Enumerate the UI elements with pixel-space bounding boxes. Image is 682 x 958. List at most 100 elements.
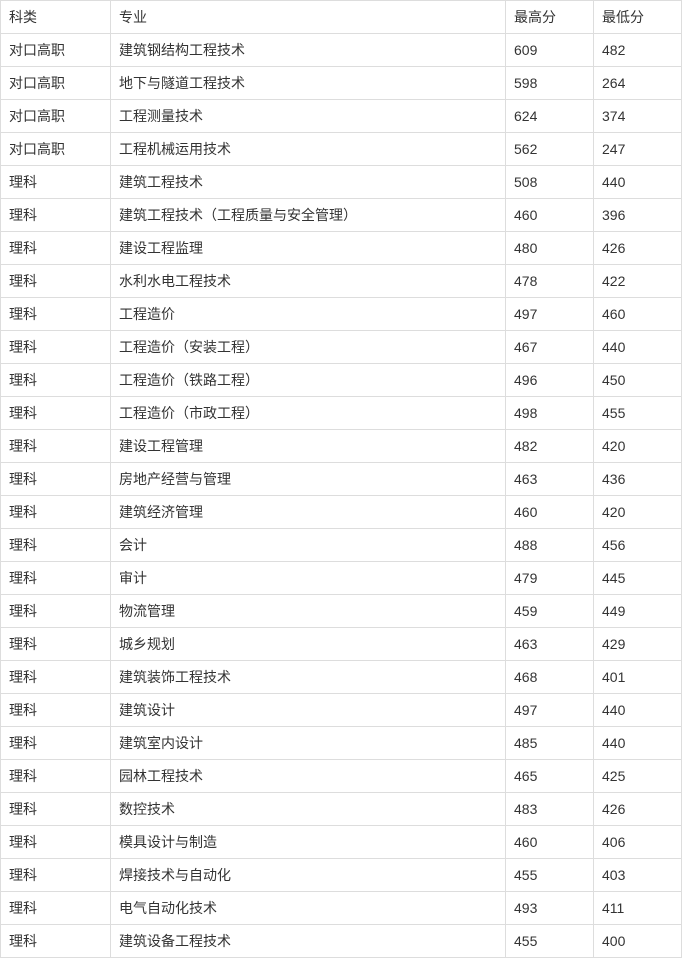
table-row: 理科建筑设计497440 [1, 694, 682, 727]
table-row: 对口高职工程测量技术624374 [1, 100, 682, 133]
table-cell: 463 [506, 628, 594, 661]
table-cell: 建筑工程技术 [111, 166, 506, 199]
table-row: 理科建筑室内设计485440 [1, 727, 682, 760]
table-cell: 483 [506, 793, 594, 826]
table-cell: 模具设计与制造 [111, 826, 506, 859]
table-cell: 440 [594, 331, 682, 364]
table-row: 对口高职建筑钢结构工程技术609482 [1, 34, 682, 67]
table-cell: 498 [506, 397, 594, 430]
table-row: 理科焊接技术与自动化455403 [1, 859, 682, 892]
table-cell: 理科 [1, 430, 111, 463]
table-cell: 理科 [1, 562, 111, 595]
table-cell: 建筑设备工程技术 [111, 925, 506, 958]
table-row: 理科建设工程监理480426 [1, 232, 682, 265]
table-cell: 460 [506, 826, 594, 859]
table-row: 理科房地产经营与管理463436 [1, 463, 682, 496]
table-cell: 440 [594, 694, 682, 727]
table-cell: 建筑装饰工程技术 [111, 661, 506, 694]
table-row: 对口高职地下与隧道工程技术598264 [1, 67, 682, 100]
table-cell: 436 [594, 463, 682, 496]
scores-table: 科类 专业 最高分 最低分 对口高职建筑钢结构工程技术609482对口高职地下与… [0, 0, 682, 958]
table-cell: 对口高职 [1, 133, 111, 166]
table-cell: 456 [594, 529, 682, 562]
table-row: 理科工程造价（市政工程）498455 [1, 397, 682, 430]
table-cell: 478 [506, 265, 594, 298]
table-cell: 对口高职 [1, 34, 111, 67]
table-cell: 463 [506, 463, 594, 496]
table-cell: 422 [594, 265, 682, 298]
table-cell: 480 [506, 232, 594, 265]
table-cell: 会计 [111, 529, 506, 562]
table-cell: 理科 [1, 628, 111, 661]
table-cell: 工程造价（市政工程） [111, 397, 506, 430]
table-cell: 建筑工程技术（工程质量与安全管理） [111, 199, 506, 232]
table-row: 理科城乡规划463429 [1, 628, 682, 661]
table-cell: 411 [594, 892, 682, 925]
table-cell: 水利水电工程技术 [111, 265, 506, 298]
table-cell: 482 [506, 430, 594, 463]
table-cell: 理科 [1, 265, 111, 298]
table-cell: 理科 [1, 925, 111, 958]
table-cell: 493 [506, 892, 594, 925]
table-cell: 440 [594, 727, 682, 760]
table-cell: 理科 [1, 727, 111, 760]
table-row: 理科模具设计与制造460406 [1, 826, 682, 859]
table-cell: 468 [506, 661, 594, 694]
table-row: 理科建筑装饰工程技术468401 [1, 661, 682, 694]
table-cell: 理科 [1, 859, 111, 892]
table-row: 理科审计479445 [1, 562, 682, 595]
table-row: 理科数控技术483426 [1, 793, 682, 826]
table-row: 对口高职工程机械运用技术562247 [1, 133, 682, 166]
table-cell: 理科 [1, 661, 111, 694]
table-row: 理科工程造价（安装工程）467440 [1, 331, 682, 364]
table-cell: 465 [506, 760, 594, 793]
table-cell: 理科 [1, 331, 111, 364]
table-cell: 建设工程管理 [111, 430, 506, 463]
table-cell: 455 [506, 859, 594, 892]
table-cell: 理科 [1, 892, 111, 925]
table-cell: 建筑经济管理 [111, 496, 506, 529]
table-row: 理科会计488456 [1, 529, 682, 562]
table-cell: 485 [506, 727, 594, 760]
table-cell: 609 [506, 34, 594, 67]
table-cell: 496 [506, 364, 594, 397]
table-cell: 城乡规划 [111, 628, 506, 661]
table-cell: 406 [594, 826, 682, 859]
table-cell: 理科 [1, 694, 111, 727]
table-cell: 488 [506, 529, 594, 562]
table-cell: 地下与隧道工程技术 [111, 67, 506, 100]
table-row: 理科建筑设备工程技术455400 [1, 925, 682, 958]
table-cell: 374 [594, 100, 682, 133]
table-cell: 459 [506, 595, 594, 628]
table-cell: 598 [506, 67, 594, 100]
table-cell: 508 [506, 166, 594, 199]
table-cell: 理科 [1, 826, 111, 859]
table-cell: 工程机械运用技术 [111, 133, 506, 166]
table-cell: 理科 [1, 793, 111, 826]
table-cell: 对口高职 [1, 67, 111, 100]
table-body: 对口高职建筑钢结构工程技术609482对口高职地下与隧道工程技术598264对口… [1, 34, 682, 958]
table-cell: 562 [506, 133, 594, 166]
table-cell: 理科 [1, 232, 111, 265]
table-cell: 建设工程监理 [111, 232, 506, 265]
table-cell: 482 [594, 34, 682, 67]
table-cell: 426 [594, 793, 682, 826]
col-low: 最低分 [594, 1, 682, 34]
table-cell: 467 [506, 331, 594, 364]
table-cell: 425 [594, 760, 682, 793]
table-cell: 460 [506, 496, 594, 529]
col-major: 专业 [111, 1, 506, 34]
table-cell: 449 [594, 595, 682, 628]
table-cell: 物流管理 [111, 595, 506, 628]
table-cell: 247 [594, 133, 682, 166]
table-cell: 429 [594, 628, 682, 661]
table-cell: 工程造价（安装工程） [111, 331, 506, 364]
table-row: 理科建筑工程技术（工程质量与安全管理）460396 [1, 199, 682, 232]
table-cell: 园林工程技术 [111, 760, 506, 793]
table-cell: 460 [594, 298, 682, 331]
table-cell: 264 [594, 67, 682, 100]
table-cell: 工程测量技术 [111, 100, 506, 133]
table-cell: 理科 [1, 166, 111, 199]
table-row: 理科建筑工程技术508440 [1, 166, 682, 199]
table-cell: 理科 [1, 397, 111, 430]
